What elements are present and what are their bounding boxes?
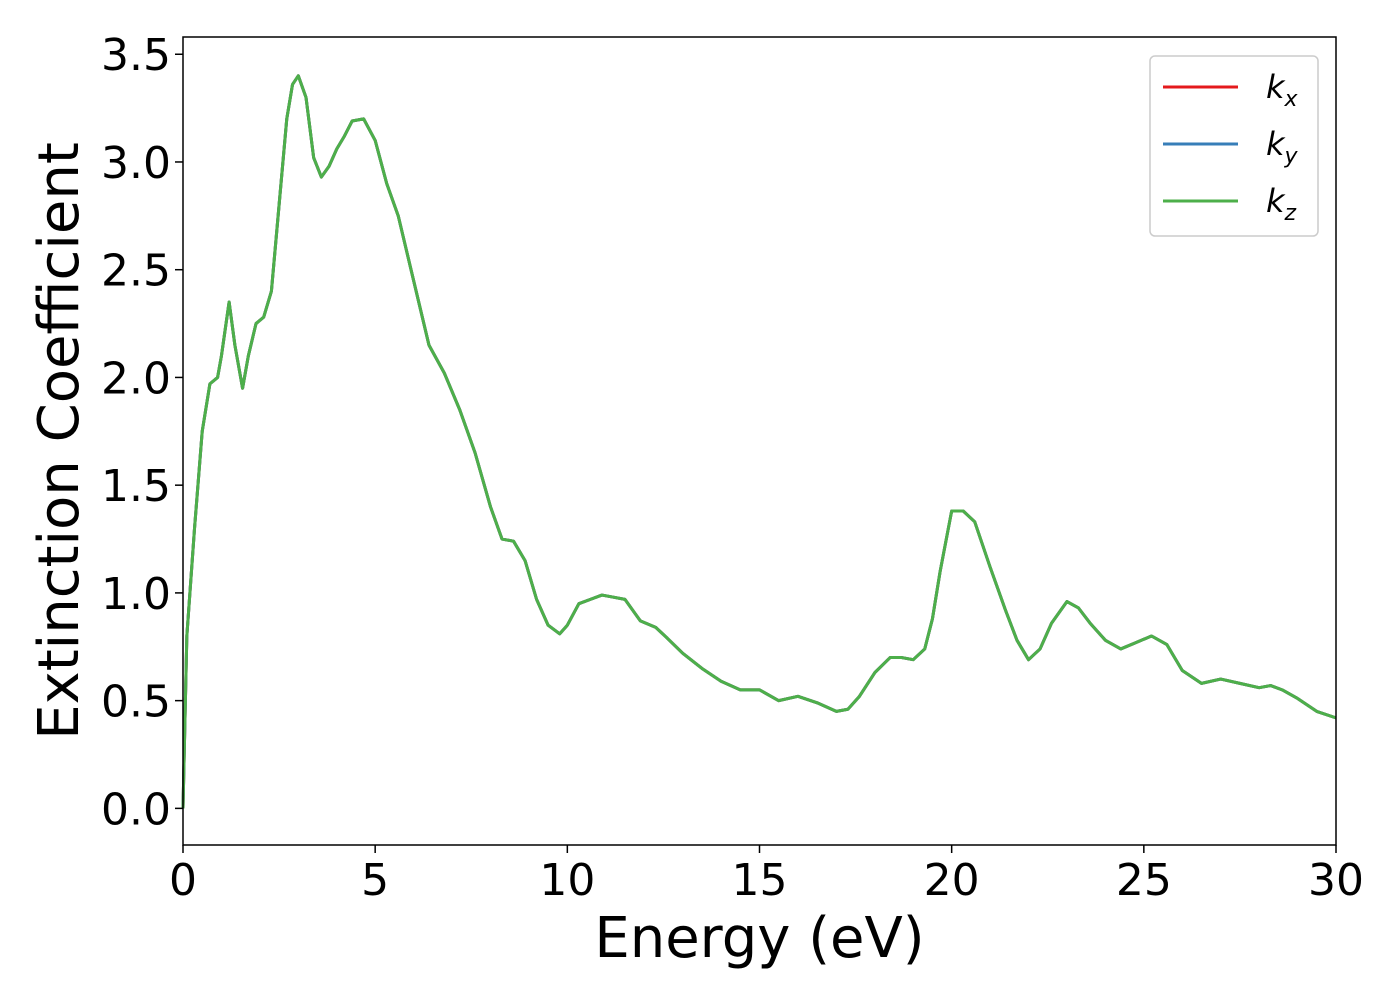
x-tick-label: 25 [1116,855,1172,906]
y-tick-label: 2.5 [101,246,171,297]
y-tick-label: 0.0 [101,784,171,835]
y-tick-label: 3.5 [101,30,171,81]
x-tick-label: 20 [924,855,980,906]
legend-label: ky [1266,125,1299,169]
y-tick-label: 3.0 [101,138,171,189]
y-tick-label: 2.0 [101,353,171,404]
x-axis: 0 5 10 15 20 25 30 [169,845,1364,906]
y-tick-label: 1.0 [101,569,171,620]
y-axis-label: Extinction Coefficient [27,142,92,740]
x-axis-label: Energy (eV) [594,906,924,971]
x-tick-label: 30 [1308,855,1364,906]
x-tick-label: 10 [539,855,595,906]
x-tick-label: 15 [732,855,788,906]
y-tick-label: 1.5 [101,461,171,512]
series-line-k-z [181,74,1337,809]
y-tick-label: 0.5 [101,677,171,728]
series-layer [181,74,1337,809]
legend-box [1149,55,1319,237]
legend: kx ky kz [1149,55,1319,237]
y-axis: 0.0 0.5 1.0 1.5 2.0 2.5 3.0 3.5 [101,30,183,835]
legend-label: kx [1266,68,1299,112]
legend-label: kz [1266,182,1297,226]
x-tick-label: 0 [169,855,197,906]
x-tick-label: 5 [361,855,389,906]
